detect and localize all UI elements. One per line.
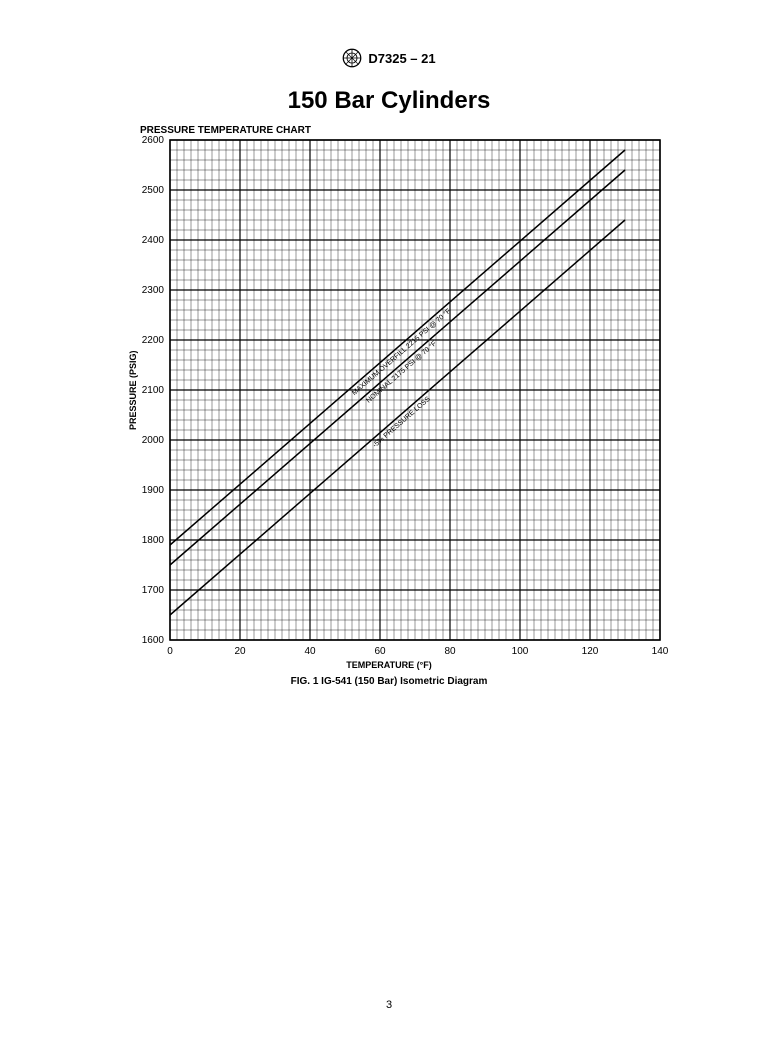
y-tick: 2600 <box>142 135 165 146</box>
pressure-temperature-chart: MAXIMUM OVERFILL 2215 PSI @ 70 °FNOMINAL… <box>0 0 778 705</box>
y-tick: 2100 <box>142 385 165 396</box>
x-tick: 20 <box>234 646 246 657</box>
figure-caption: FIG. 1 IG-541 (150 Bar) Isometric Diagra… <box>0 676 778 687</box>
page-number: 3 <box>0 999 778 1011</box>
y-tick: 2500 <box>142 185 165 196</box>
x-tick: 60 <box>374 646 386 657</box>
y-tick: 1800 <box>142 535 165 546</box>
x-tick: 0 <box>167 646 173 657</box>
x-tick: 100 <box>512 646 529 657</box>
chart-svg: MAXIMUM OVERFILL 2215 PSI @ 70 °FNOMINAL… <box>0 0 778 700</box>
y-tick: 2400 <box>142 235 165 246</box>
x-tick: 40 <box>304 646 316 657</box>
y-tick: 1700 <box>142 585 165 596</box>
y-tick: 1900 <box>142 485 165 496</box>
y-tick: 1600 <box>142 635 165 646</box>
x-tick: 120 <box>582 646 599 657</box>
y-axis-label: PRESSURE (PSIG) <box>128 350 138 430</box>
page: D7325 – 21 150 Bar Cylinders PRESSURE TE… <box>0 0 778 1041</box>
y-tick: 2200 <box>142 335 165 346</box>
x-tick: 140 <box>652 646 669 657</box>
x-axis-label: TEMPERATURE (°F) <box>0 660 778 670</box>
y-tick: 2000 <box>142 435 165 446</box>
y-tick: 2300 <box>142 285 165 296</box>
x-tick: 80 <box>444 646 456 657</box>
